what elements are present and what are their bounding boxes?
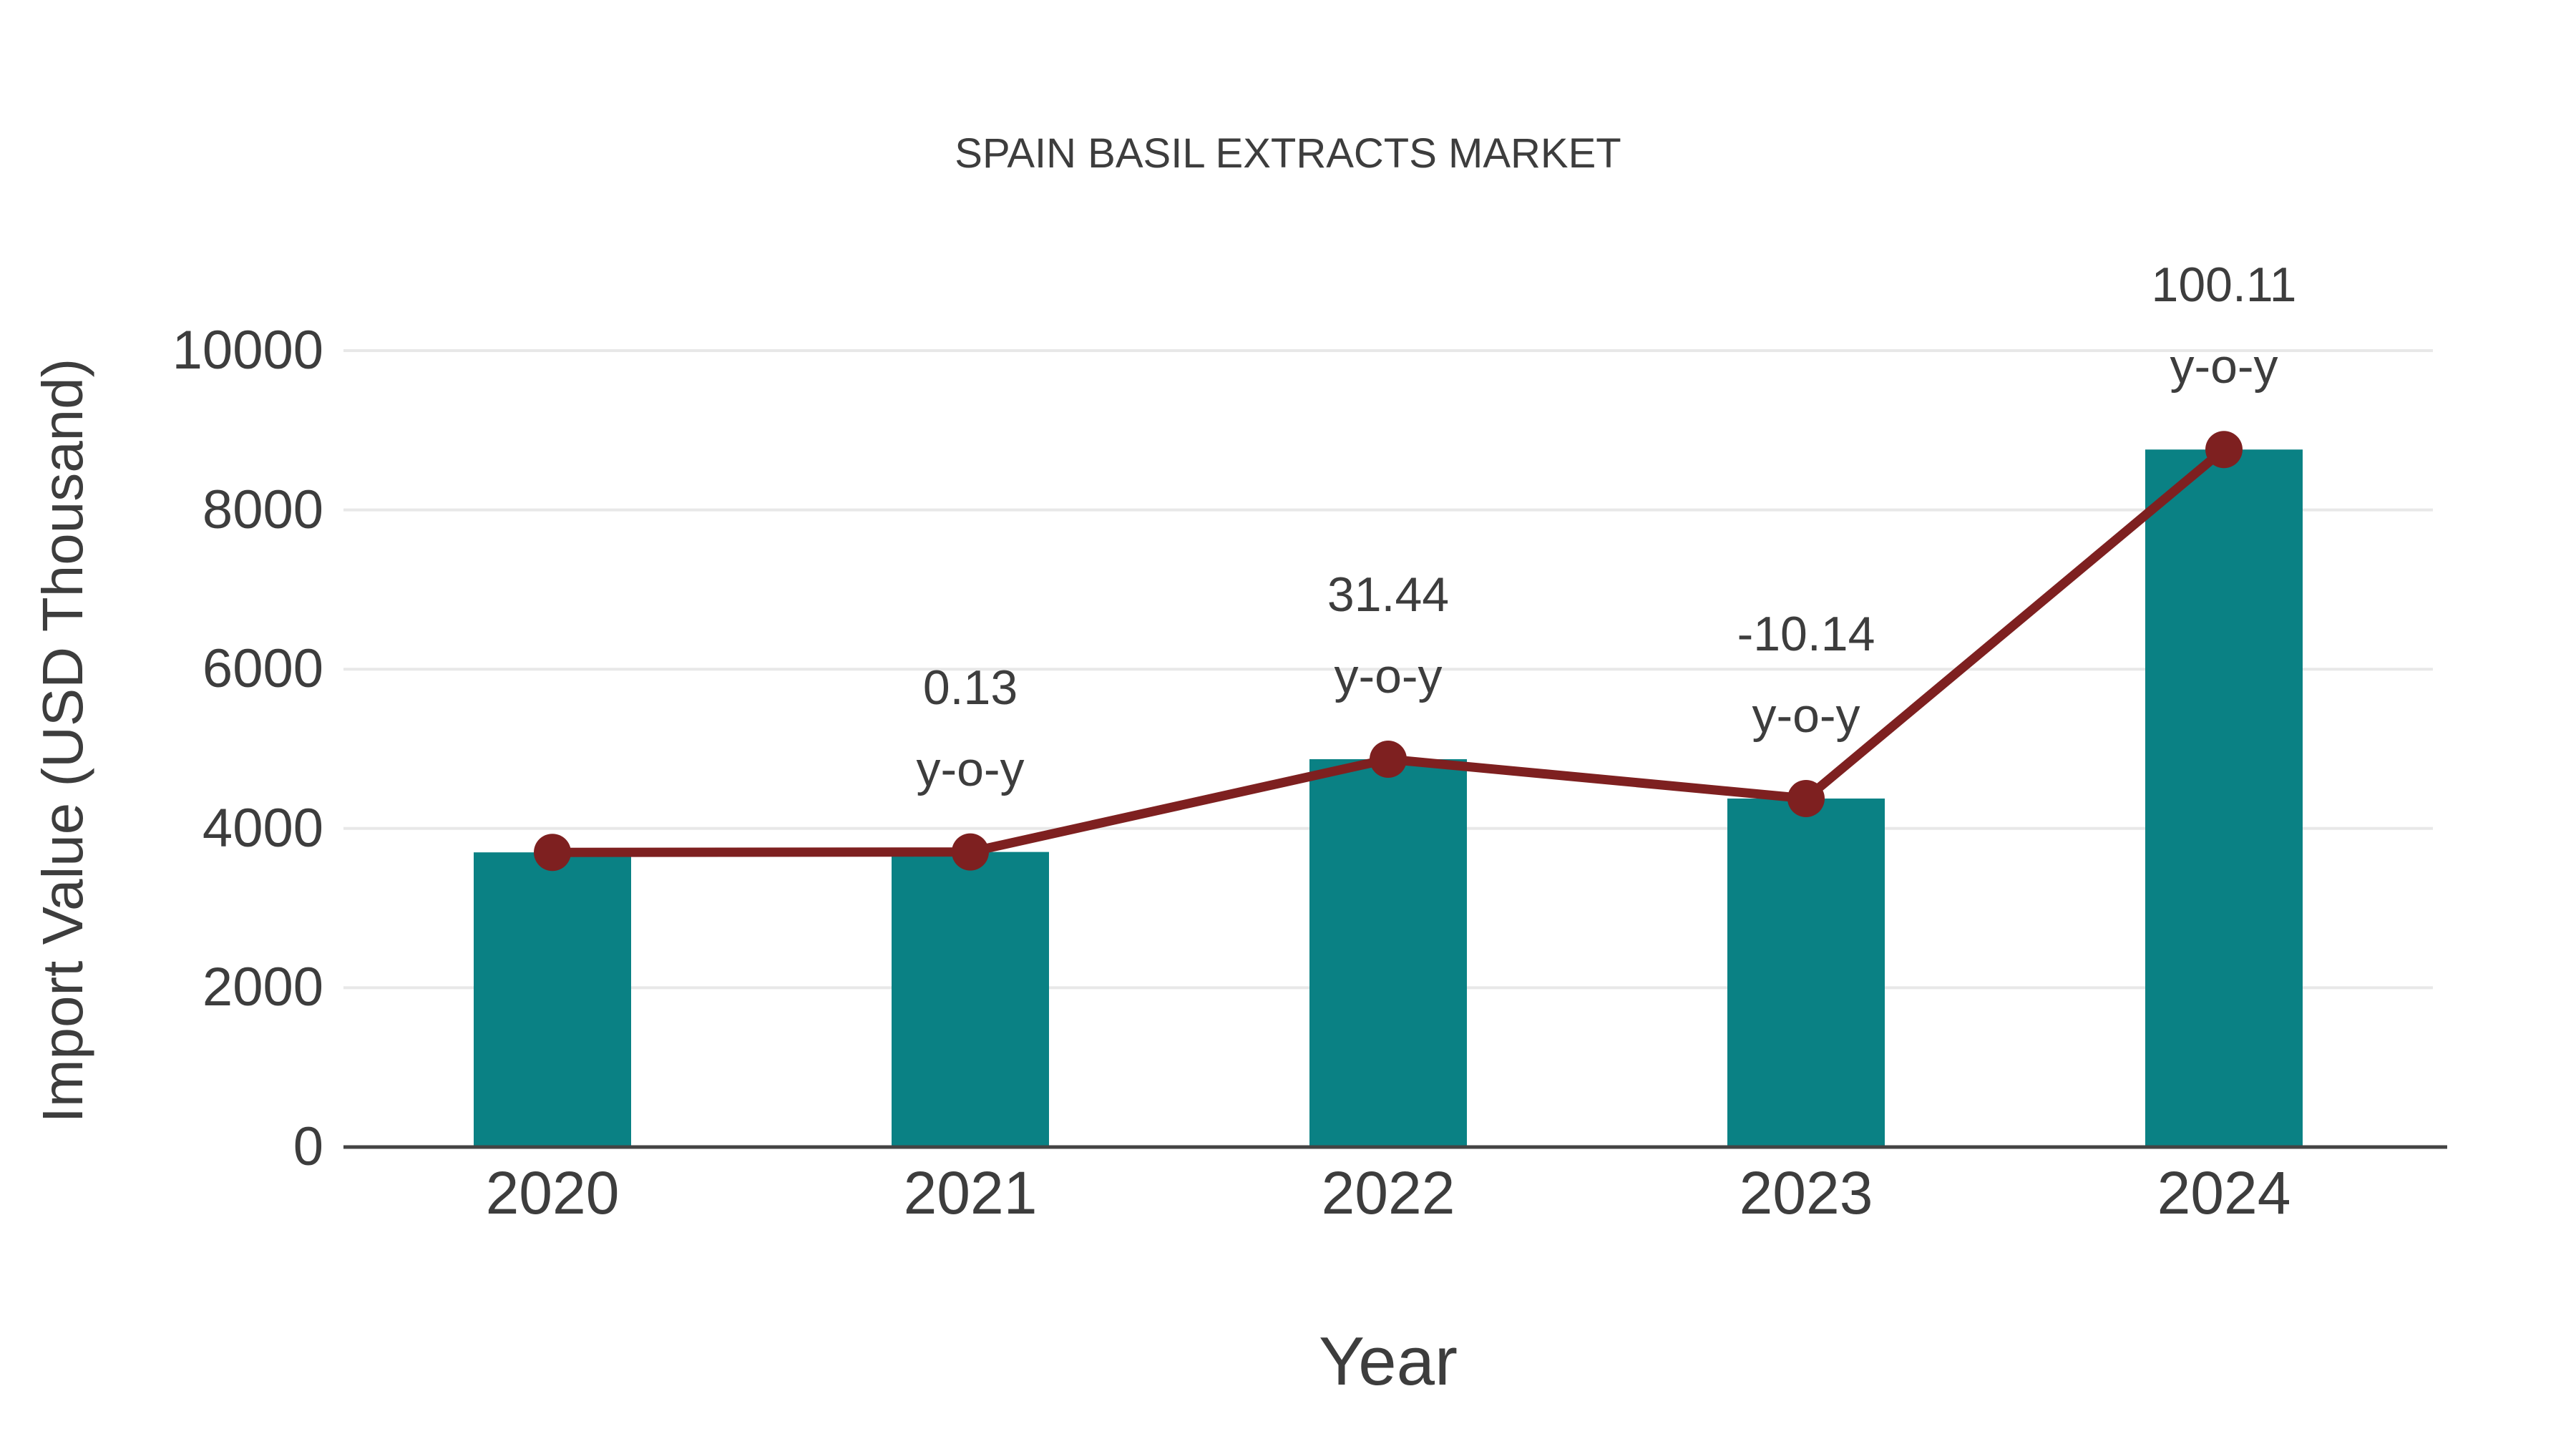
x-tick-2022: 2022 xyxy=(1321,1159,1455,1226)
x-tick-2023: 2023 xyxy=(1739,1159,1873,1226)
y-axis-title: Import Value (USD Thousand) xyxy=(31,358,94,1123)
yoy-label-2022: 31.44 y-o-y xyxy=(1327,567,1450,703)
chart-title: SPAIN BASIL EXTRACTS MARKET xyxy=(955,130,1621,177)
y-tick-2000: 2000 xyxy=(202,957,323,1018)
bar-2024[interactable] xyxy=(2145,449,2303,1147)
marker-2022[interactable] xyxy=(1370,740,1407,778)
x-tick-2020: 2020 xyxy=(485,1159,620,1226)
y-tick-4000: 4000 xyxy=(202,797,323,859)
bar-2021[interactable] xyxy=(892,852,1049,1147)
marker-2023[interactable] xyxy=(1787,779,1825,817)
x-axis-title: Year xyxy=(1319,1323,1458,1400)
bar-2022[interactable] xyxy=(1309,758,1467,1147)
marker-2021[interactable] xyxy=(952,833,989,871)
marker-2020[interactable] xyxy=(534,834,571,872)
marker-2024[interactable] xyxy=(2205,431,2243,469)
yoy-label-2024: 100.11 y-o-y xyxy=(2151,258,2297,394)
x-tick-2021: 2021 xyxy=(903,1159,1038,1226)
yoy-label-2023: -10.14 y-o-y xyxy=(1737,606,1875,743)
x-tick-2024: 2024 xyxy=(2157,1159,2291,1226)
yoy-label-2021: 0.13 y-o-y xyxy=(916,660,1025,796)
y-tick-0: 0 xyxy=(293,1116,323,1177)
y-tick-8000: 8000 xyxy=(202,479,323,540)
bar-2020[interactable] xyxy=(474,852,631,1147)
bar-2023[interactable] xyxy=(1727,798,1885,1147)
y-tick-6000: 6000 xyxy=(202,638,323,700)
y-tick-10000: 10000 xyxy=(172,320,323,381)
